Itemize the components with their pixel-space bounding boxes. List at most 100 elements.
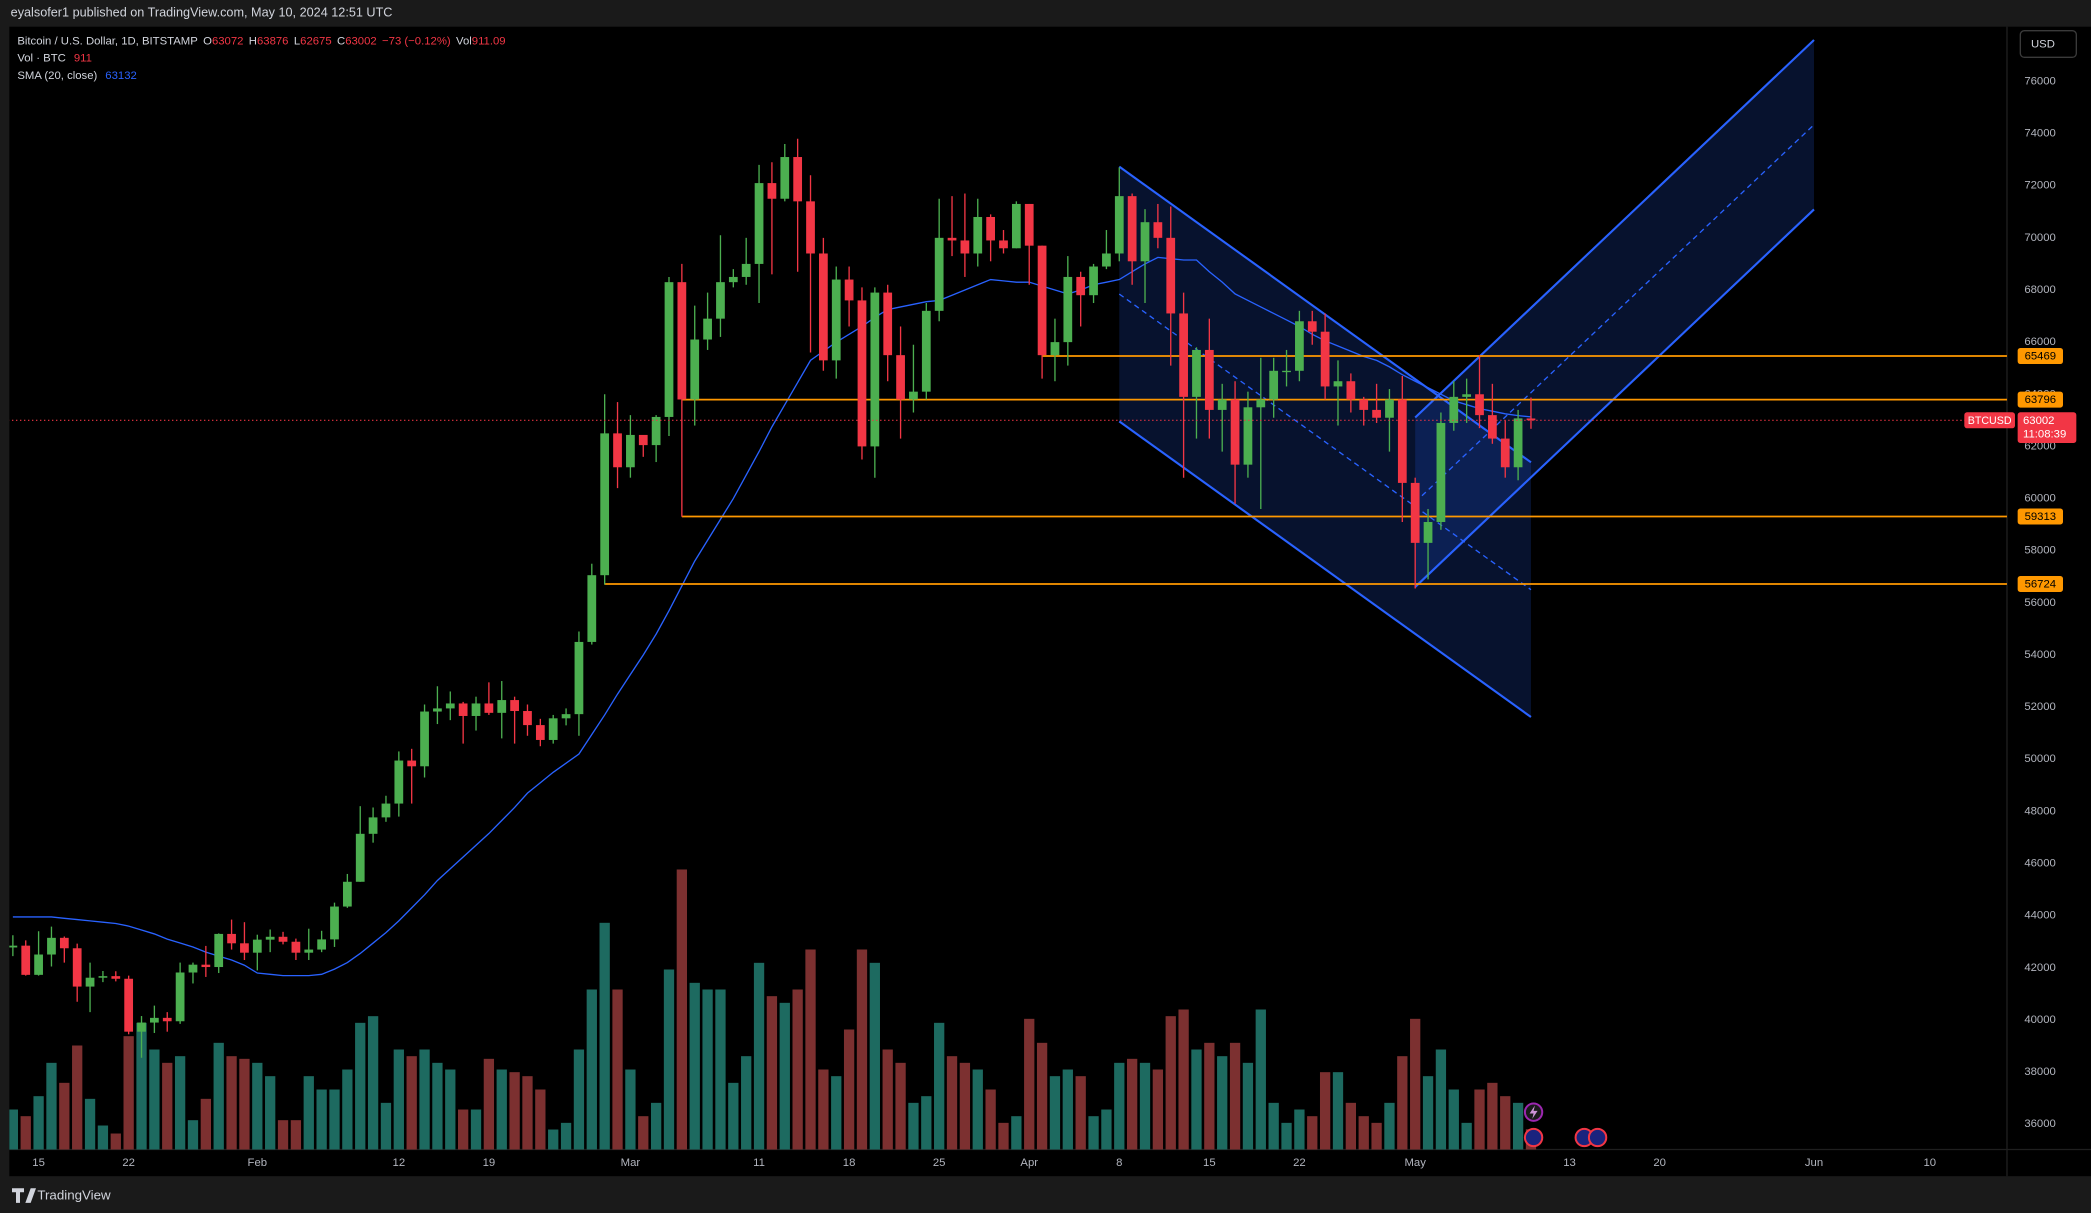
symbol-tag [1964, 412, 2015, 429]
candle-body [1500, 438, 1510, 468]
volume-bar [1036, 1042, 1048, 1150]
volume-bar [753, 962, 765, 1150]
candle-body [548, 718, 558, 740]
volume-bar [972, 1069, 983, 1150]
footer [0, 1178, 2091, 1213]
candle-body [1050, 342, 1060, 356]
volume-bar [1229, 1042, 1241, 1150]
volume-bar [650, 1102, 662, 1150]
economic-event-flag[interactable] [1587, 1127, 1608, 1148]
candle-body [1089, 266, 1098, 296]
candle-body [780, 157, 790, 199]
y-tick-label: 38000 [2024, 1066, 2056, 1078]
candle-body [921, 310, 931, 392]
candle-body [896, 355, 905, 400]
candle-body [600, 433, 610, 576]
x-tick-label: 11 [753, 1157, 765, 1169]
volume-bar [123, 1036, 134, 1150]
candle-body [1063, 276, 1073, 343]
y-tick-label: 70000 [2024, 232, 2056, 244]
close-label: C [337, 35, 345, 47]
volume-bar [72, 1045, 83, 1150]
candle-body [1153, 222, 1163, 238]
low-value: 62675 [300, 35, 332, 47]
candle-body [21, 945, 31, 975]
x-tick-label: May [1404, 1157, 1426, 1169]
currency-button[interactable] [2019, 30, 2077, 59]
symbol-tag-label: BTCUSD [1968, 415, 2012, 427]
candle-body [484, 703, 494, 713]
candle-body [728, 276, 738, 283]
y-tick-label: 42000 [2024, 962, 2056, 974]
volume-bar [895, 1062, 906, 1150]
channel-line [1118, 420, 1532, 718]
candle-body [111, 976, 121, 979]
volume-bar [599, 922, 610, 1150]
volume-bar [1474, 1089, 1485, 1150]
volume-bar [226, 1056, 237, 1150]
candle-body [831, 279, 841, 361]
x-tick-label: Feb [248, 1157, 268, 1169]
candle-body [1256, 399, 1266, 408]
volume-bar [1204, 1042, 1215, 1150]
candle-body [9, 945, 18, 948]
candle-body [420, 711, 429, 767]
y-tick-label: 48000 [2024, 805, 2056, 817]
x-tick-label: 15 [1203, 1157, 1216, 1169]
volume-bar [149, 1049, 160, 1150]
candle-body [265, 936, 275, 940]
level-label: 63796 [2025, 394, 2057, 406]
volume-bar [1461, 1122, 1472, 1150]
candle-body [1423, 522, 1433, 543]
volume-bar [702, 989, 713, 1150]
level-label-box [2017, 508, 2063, 525]
volume-bar [1371, 1122, 1382, 1150]
candle-body [947, 237, 957, 241]
candle-body [227, 933, 236, 944]
volume-bar [1332, 1072, 1344, 1150]
volume-bar [522, 1076, 533, 1150]
volume-bar [715, 989, 726, 1150]
candle-body [1282, 370, 1291, 373]
candle-body [1307, 321, 1317, 332]
x-tick-label: 25 [933, 1157, 946, 1169]
candle-body [1166, 237, 1176, 314]
candle-body [819, 253, 828, 361]
currency-label[interactable]: USD [2031, 39, 2055, 51]
candle-body [973, 216, 983, 254]
channel-line [1414, 39, 1815, 419]
volume-bar [59, 1082, 70, 1150]
candle-body [909, 391, 918, 400]
candle-body [1359, 399, 1369, 410]
candle-body [1217, 399, 1227, 410]
level-label: 59313 [2025, 511, 2057, 523]
volume-bar [1435, 1049, 1447, 1150]
volume-bar [213, 1042, 224, 1150]
volume-bar [535, 1089, 546, 1150]
channel-midline [1414, 124, 1815, 503]
candle-body [1488, 415, 1497, 439]
volume-bar [586, 989, 597, 1150]
y-tick-label: 58000 [2024, 545, 2056, 557]
economic-event-flag[interactable] [1523, 1127, 1544, 1148]
volume-bar [766, 996, 778, 1150]
volume-bar [406, 1056, 417, 1150]
volume-bar [1294, 1109, 1305, 1150]
volume-bar [946, 1056, 958, 1150]
volume-bar [1422, 1076, 1434, 1150]
volume-bar [843, 1029, 855, 1150]
candle-body [175, 972, 185, 1022]
volume-bar [1242, 1062, 1254, 1150]
volume-bar [1165, 1016, 1176, 1150]
candle-body [304, 949, 314, 953]
plot-background [9, 26, 2091, 1177]
candle-body [1449, 396, 1459, 423]
candle-body [767, 183, 777, 199]
volume-bar [805, 949, 816, 1150]
candle-body [497, 700, 507, 713]
volume-bar [470, 1109, 482, 1150]
volume-bar [921, 1096, 932, 1150]
candle-body [1333, 381, 1343, 387]
volume-bar [676, 869, 688, 1150]
